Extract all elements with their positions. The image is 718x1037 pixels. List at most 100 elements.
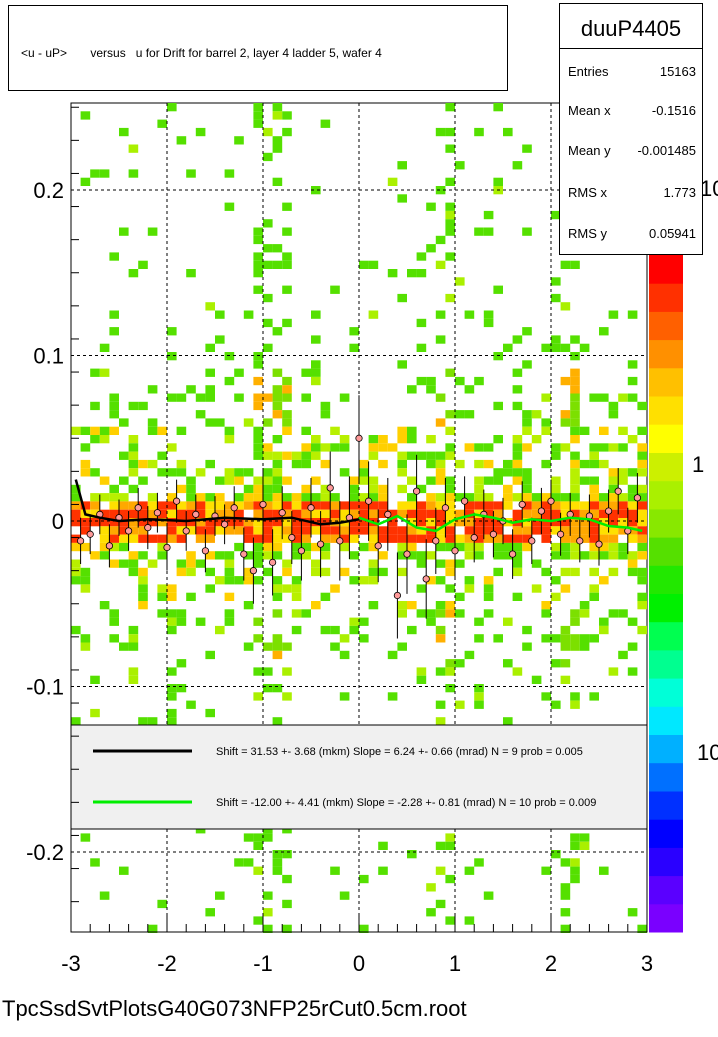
heatmap-cell	[243, 858, 254, 867]
heatmap-cell	[378, 841, 388, 850]
heatmap-cell	[253, 235, 263, 245]
heatmap-cell	[272, 260, 283, 269]
heatmap-cell	[531, 509, 542, 518]
heatmap-cell	[99, 435, 110, 444]
heatmap-cell	[253, 509, 263, 518]
heatmap-cell	[531, 675, 542, 684]
heatmap-cell	[512, 567, 523, 577]
heatmap-cell	[599, 443, 609, 452]
heatmap-cell	[109, 493, 119, 502]
heatmap-cell	[618, 501, 628, 510]
heatmap-cell	[167, 468, 177, 477]
heatmap-cell	[512, 493, 523, 502]
heatmap-cell	[589, 592, 599, 601]
heatmap-cell	[378, 526, 388, 535]
heatmap-cell	[205, 302, 215, 311]
heatmap-cell	[234, 518, 244, 527]
heatmap-cell	[531, 559, 542, 568]
heatmap-cell	[397, 642, 407, 651]
heatmap-cell	[435, 476, 446, 485]
heatmap-cell	[368, 601, 379, 610]
heatmap-cell	[551, 476, 561, 485]
heatmap-cell	[589, 501, 599, 510]
heatmap-cell	[455, 534, 465, 543]
heatmap-cell	[627, 526, 638, 535]
heatmap-cell	[71, 426, 81, 435]
heatmap-cell	[368, 310, 379, 319]
heatmap-cell	[368, 567, 379, 577]
heatmap-cell	[474, 476, 484, 485]
heatmap-cell	[570, 451, 580, 460]
heatmap-cell	[349, 476, 359, 485]
heatmap-cell	[445, 684, 455, 693]
heatmap-cell	[243, 518, 254, 527]
heatmap-cell	[560, 410, 571, 419]
heatmap-cell	[176, 484, 187, 494]
heatmap-cell	[195, 410, 206, 419]
heatmap-cell	[234, 576, 244, 585]
heatmap-cell	[272, 551, 283, 560]
heatmap-cell	[435, 459, 446, 469]
heatmap-cell	[109, 310, 119, 319]
heatmap-cell	[493, 634, 503, 643]
heatmap-cell	[531, 493, 542, 502]
heatmap-cell	[205, 501, 215, 510]
heatmap-cell	[224, 526, 235, 535]
heatmap-cell	[195, 559, 206, 568]
heatmap-cell	[589, 443, 599, 452]
heatmap-cell	[407, 526, 417, 535]
heatmap-cell	[464, 650, 475, 660]
heatmap-cell	[359, 924, 369, 933]
heatmap-cell	[311, 368, 321, 377]
heatmap-cell	[176, 501, 187, 510]
heatmap-cell	[282, 410, 292, 419]
heatmap-cell	[474, 526, 484, 535]
heatmap-cell	[224, 518, 235, 527]
heatmap-cell	[589, 509, 599, 518]
profile-point	[182, 527, 190, 535]
palette-band	[649, 255, 683, 284]
heatmap-cell	[426, 493, 436, 502]
heatmap-cell	[263, 534, 273, 543]
heatmap-cell	[589, 551, 599, 560]
heatmap-cell	[416, 526, 427, 535]
heatmap-cell	[176, 136, 187, 145]
heatmap-cell	[339, 534, 350, 543]
heatmap-cell	[263, 152, 273, 162]
heatmap-cell	[119, 866, 129, 875]
x-tick-label: 2	[545, 951, 557, 976]
heatmap-cell	[599, 501, 609, 510]
palette-band	[649, 762, 683, 792]
heatmap-cell	[291, 551, 302, 560]
heatmap-cell	[282, 376, 292, 386]
heatmap-cell	[224, 169, 235, 178]
heatmap-cell	[99, 493, 110, 502]
heatmap-cell	[493, 542, 503, 552]
palette-band	[649, 649, 683, 679]
heatmap-cell	[272, 609, 283, 618]
heatmap-cell	[243, 526, 254, 535]
heatmap-cell	[176, 567, 187, 577]
heatmap-cell	[167, 393, 177, 402]
heatmap-cell	[589, 534, 599, 543]
heatmap-cell	[109, 501, 119, 510]
heatmap-cell	[608, 484, 619, 494]
heatmap-cell	[560, 343, 571, 352]
heatmap-cell	[147, 924, 158, 933]
heatmap-cell	[445, 526, 455, 535]
heatmap-cell	[282, 559, 292, 568]
heatmap-cell	[407, 426, 417, 435]
heatmap-cell	[455, 509, 465, 518]
profile-point	[125, 527, 133, 535]
heatmap-cell	[119, 526, 129, 535]
heatmap-cell	[195, 534, 206, 543]
heatmap-cell	[560, 551, 571, 560]
heatmap-cell	[445, 501, 455, 510]
heatmap-cell	[512, 335, 523, 344]
heatmap-cell	[272, 866, 283, 875]
heatmap-cell	[71, 625, 81, 635]
heatmap-cell	[455, 376, 465, 386]
heatmap-cell	[570, 476, 580, 485]
heatmap-cell	[359, 634, 369, 643]
heatmap-cell	[90, 468, 100, 477]
